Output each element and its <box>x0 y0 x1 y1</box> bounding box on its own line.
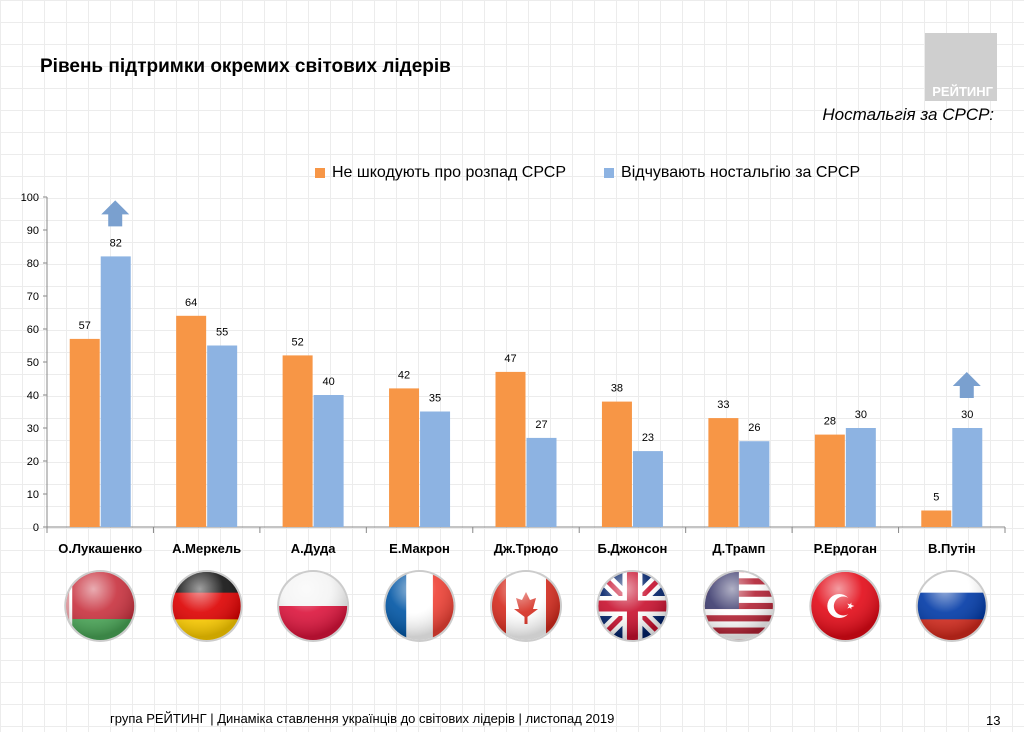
legend-item: Не шкодують про розпад СРСР <box>315 164 566 182</box>
category-label: А.Меркель <box>172 541 241 556</box>
rating-logo: РЕЙТИНГ <box>925 33 997 101</box>
footer-text: група РЕЙТИНГ | Динаміка ставлення украї… <box>110 711 615 726</box>
logo-text: РЕЙТИНГ <box>932 84 993 99</box>
bar <box>495 371 526 527</box>
data-label: 33 <box>717 399 729 411</box>
legend-swatch <box>315 168 325 178</box>
usa-flag-icon <box>702 570 775 642</box>
data-label: 30 <box>855 409 867 421</box>
bar <box>952 428 983 527</box>
data-label: 52 <box>291 336 303 348</box>
bar <box>814 434 845 527</box>
legend-item: Відчувають ностальгію за СРСР <box>604 164 860 182</box>
bar <box>420 411 451 527</box>
data-label: 27 <box>535 419 547 431</box>
russia-flag-icon <box>915 570 988 642</box>
bar <box>921 510 952 527</box>
y-tick-label: 0 <box>33 522 39 534</box>
data-label: 26 <box>748 422 760 434</box>
y-tick-label: 100 <box>21 192 39 204</box>
up-arrow-icon <box>101 200 130 227</box>
legend-label: Відчувають ностальгію за СРСР <box>621 164 861 181</box>
bar <box>708 418 739 527</box>
legend: Не шкодують про розпад СРСР Відчувають н… <box>315 164 860 182</box>
bar <box>100 256 131 527</box>
bar <box>389 388 420 527</box>
up-arrow-icon <box>952 372 981 398</box>
y-tick-label: 50 <box>27 357 39 369</box>
y-tick-label: 80 <box>27 258 39 270</box>
data-label: 30 <box>961 409 973 421</box>
bar <box>601 401 632 527</box>
category-label: Р.Ердоган <box>814 541 877 556</box>
bar <box>207 345 238 527</box>
uk-flag-icon <box>596 570 669 642</box>
bar <box>282 355 313 527</box>
data-label: 38 <box>611 383 623 395</box>
legend-swatch <box>604 168 615 178</box>
y-tick-label: 30 <box>27 423 39 435</box>
bar <box>632 451 663 527</box>
bar <box>845 428 876 527</box>
bar <box>176 315 207 527</box>
canada-flag-icon <box>490 570 562 642</box>
belarus-flag-icon <box>64 570 137 642</box>
y-tick-label: 40 <box>27 390 39 402</box>
data-label: 64 <box>185 297 197 309</box>
page-number: 13 <box>986 713 1001 728</box>
legend-label: Не шкодують про розпад СРСР <box>332 164 567 181</box>
data-label: 82 <box>110 237 122 249</box>
category-label: Е.Макрон <box>389 541 450 556</box>
france-flag-icon <box>383 570 456 642</box>
data-label: 42 <box>398 369 410 381</box>
poland-flag-icon <box>277 570 350 642</box>
category-label: Б.Джонсон <box>597 541 667 556</box>
category-label: Дж.Трюдо <box>494 541 559 556</box>
bar <box>313 395 344 527</box>
category-label: В.Путін <box>928 541 976 556</box>
germany-flag-icon <box>170 570 243 642</box>
bar <box>69 338 100 527</box>
chart-subtitle: Ностальгія за СРСР: <box>822 105 994 124</box>
y-tick-label: 70 <box>27 291 39 303</box>
data-label: 5 <box>933 492 939 504</box>
y-tick-label: 20 <box>27 456 39 468</box>
category-label: Д.Трамп <box>712 541 765 556</box>
category-label: О.Лукашенко <box>58 541 142 556</box>
turkey-flag-icon <box>809 570 882 642</box>
y-tick-label: 60 <box>27 324 39 336</box>
bar <box>739 441 770 527</box>
page-title: Рівень підтримки окремих світових лідері… <box>40 56 451 77</box>
y-tick-label: 10 <box>27 489 39 501</box>
y-tick-label: 90 <box>27 225 39 237</box>
data-label: 23 <box>642 432 654 444</box>
data-label: 47 <box>504 353 516 365</box>
data-label: 28 <box>824 416 836 428</box>
category-label: А.Дуда <box>291 541 337 556</box>
data-label: 57 <box>79 320 91 332</box>
bar <box>526 437 557 527</box>
data-label: 35 <box>429 393 441 405</box>
data-label: 40 <box>322 376 334 388</box>
data-label: 55 <box>216 327 228 339</box>
